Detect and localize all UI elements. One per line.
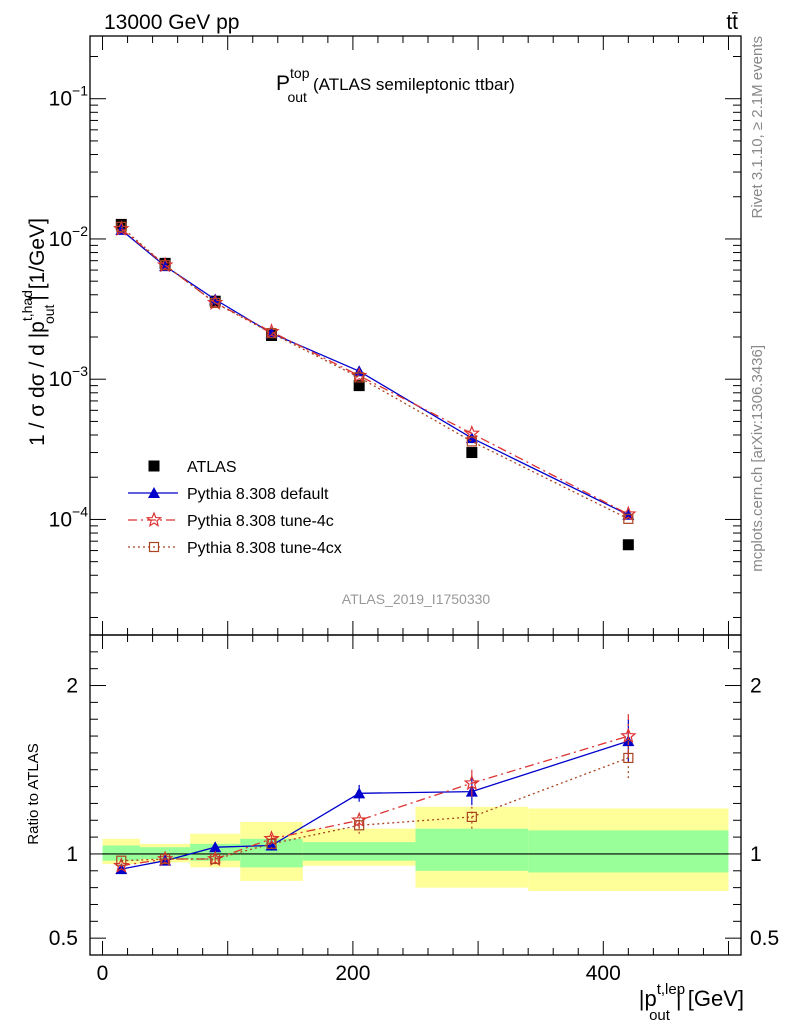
main-data-point [623,513,634,524]
ratio-data-point [210,853,221,865]
main-data-point [209,293,222,305]
ratio-data-point [623,752,634,764]
ratio-y-label: Ratio to ATLAS [25,743,42,844]
main-title-p: P [276,72,290,95]
legend-marker [148,487,160,498]
main-title-sub: out [287,89,307,105]
main-data-point [116,221,127,232]
legend-label: ATLAS [187,459,237,476]
ratio-data-point [354,820,365,831]
ratio-y-tick-label-left: 0.5 [49,927,78,950]
ratio-data-point [466,811,477,822]
main-y-label-sup: t,had [19,290,35,321]
main-y-tick-base: 10 [49,508,72,531]
ratio-data-point [263,830,280,846]
ratio-panel: 0 200 400 0.5 0.5 1 1 2 2 [49,634,779,985]
ratio-y-tick-label-right: 1 [750,843,762,866]
legend-marker [148,460,160,472]
ratio-y-tick-label-right: 2 [750,675,762,698]
main-y-label: 1 / σ dσ / d |pt,had out | [1/GeV] [19,218,57,446]
x-axis-label-sup: t,lep [657,981,685,998]
main-data-point [466,447,478,459]
main-y-tick-exp: −3 [72,363,88,379]
analysis-id: ATLAS_2019_I1750330 [342,591,491,607]
main-data-point [210,297,221,309]
ratio-data-point [622,735,635,747]
main-data-point [622,539,634,551]
legend-label: Pythia 8.308 tune-4cx [187,540,342,557]
ratio-data-point [209,841,222,853]
main-y-tick-exp: −4 [72,503,88,519]
ratio-frame [89,634,742,956]
main-data-point [354,372,365,383]
stat-uncertainty-band [415,828,529,871]
ratio-y-tick-label-left: 1 [66,843,78,866]
main-series-line [120,228,629,515]
x-tick-label: 200 [335,962,370,985]
main-data-point [466,436,477,447]
legend-label: Pythia 8.308 default [187,486,329,503]
x-axis-label-base: |p [639,986,657,1011]
stat-uncertainty-band [102,845,141,861]
main-data-point [160,260,171,271]
main-title-sup: top [290,65,310,81]
mcplots-label: mcplots.cern.ch [arXiv:1306.3436] [749,345,766,572]
x-axis-label: |pt,lep out | [GeV] [639,981,744,1024]
main-y-tick-base: 10 [49,228,72,251]
ratio-data-point [266,838,277,849]
main-data-point [266,328,277,339]
legend-marker [148,541,160,553]
main-y-tick-label: 10−3 [49,363,89,391]
main-y-tick-base: 10 [49,368,72,391]
main-title: Ptop out (ATLAS semileptonic ttbar) [276,65,515,105]
ratio-data-point [620,727,637,744]
ratio-data-point [160,853,171,865]
main-data-point [353,380,365,392]
ratio-data-point [463,774,481,791]
rivet-label: Rivet 3.1.10, ≥ 2.1M events [749,36,766,219]
x-axis-label-rest: | [GeV] [676,986,744,1011]
ratio-data-point [353,787,366,799]
main-y-tick-label: 10−1 [49,83,89,111]
main-y-label-rest: | [1/GeV] [26,218,49,301]
main-y-tick-exp: −2 [72,223,88,239]
main-y-label-base: 1 / σ dσ / d |p [26,321,49,446]
main-title-rest: (ATLAS semileptonic ttbar) [313,75,515,94]
main-y-tick-label: 10−2 [49,223,89,251]
main-data-point [465,432,478,444]
main-y-tick-base: 10 [49,88,72,111]
ratio-y-tick-label-left: 2 [66,675,78,698]
stat-uncertainty-band [528,830,729,873]
process-label: tt̄ [726,11,738,34]
legend-marker [145,511,163,528]
stat-uncertainty-band [302,842,416,861]
ratio-y-tick-label-right: 0.5 [750,927,779,950]
x-tick-label: 400 [586,962,621,985]
main-y-label-sub: out [41,304,57,324]
x-tick-label: 0 [97,962,109,985]
energy-label: 13000 GeV pp [104,11,239,34]
main-data-point [620,505,637,522]
x-axis-label-sub: out [649,1007,671,1024]
main-y-tick-label: 10−4 [49,503,89,531]
legend-label: Pythia 8.308 tune-4c [187,513,334,530]
ratio-data-point [116,855,127,866]
main-y-tick-exp: −1 [72,83,88,99]
